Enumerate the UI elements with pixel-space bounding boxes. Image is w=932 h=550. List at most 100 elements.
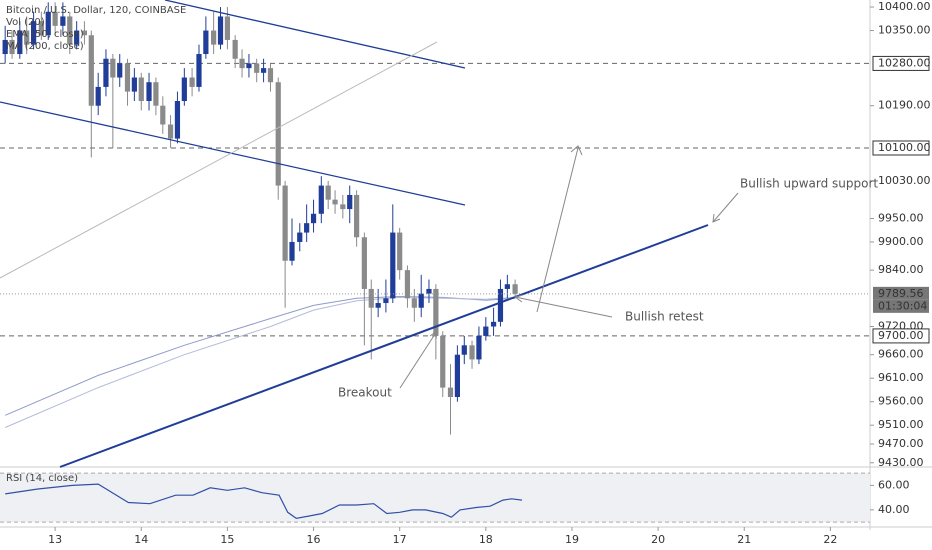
candle-body (239, 58, 245, 69)
candle-body (497, 288, 504, 322)
countdown-label: 01:30:04 (878, 299, 927, 312)
candle-body (30, 21, 37, 45)
y-tick-label: 9660.00 (878, 348, 924, 361)
x-tick-label: 15 (220, 533, 234, 546)
candle-body (181, 77, 187, 102)
countdown-box (873, 299, 929, 313)
arrow (514, 296, 613, 318)
candle-body (254, 63, 260, 73)
trend-line (0, 101, 466, 206)
y-tick-label: 9950.00 (878, 211, 924, 224)
candle-body (189, 77, 195, 87)
x-tick-label: 14 (134, 533, 148, 546)
price-box (872, 55, 930, 71)
candle-body (160, 105, 166, 125)
x-tick-label: 19 (565, 533, 579, 546)
candle-body (38, 21, 44, 36)
moving-average (5, 296, 516, 428)
rsi-band (0, 473, 870, 523)
price-label: 9700.00 (878, 329, 924, 342)
candle-body (275, 82, 281, 186)
drawings (0, 0, 739, 468)
candle-body (81, 30, 88, 36)
candle-body (289, 241, 295, 261)
candle-body (304, 223, 310, 233)
candle-body (260, 68, 267, 73)
candle-body (483, 326, 489, 336)
arrow (399, 330, 438, 389)
y-tick-label: 40.00 (878, 503, 910, 516)
price-label: 10100.00 (878, 141, 931, 154)
arrow-head (570, 145, 583, 156)
candle-body (310, 213, 317, 224)
candle-body (224, 16, 231, 40)
candle-body (60, 16, 66, 26)
support-line (59, 224, 709, 468)
y-tick-label: 10030.00 (878, 174, 931, 187)
candle-body (397, 232, 403, 271)
arrow (712, 192, 739, 223)
candle-body (45, 11, 51, 36)
arrow-head (513, 294, 524, 303)
candle-body (103, 58, 109, 87)
candle-body (174, 101, 181, 139)
candle-body (332, 199, 338, 205)
candle-body (74, 30, 80, 45)
y-tick-label: 60.00 (878, 478, 910, 491)
legend-title: Bitcoin / U.S. Dollar, 120, COINBASE (6, 5, 186, 16)
candle-body (354, 194, 360, 238)
candle-body (340, 204, 346, 210)
candle-body (461, 345, 467, 355)
x-tick-label: 18 (479, 533, 493, 546)
price-label: 10280.00 (878, 56, 931, 69)
candle-body (131, 77, 137, 92)
x-tick-label: 22 (823, 533, 837, 546)
candle-body (95, 86, 101, 106)
candle-body (476, 335, 482, 360)
arrow-head (429, 329, 438, 340)
y-tick-label: 9900.00 (878, 235, 924, 248)
candle-body (17, 30, 23, 55)
x-tick-label: 16 (307, 533, 321, 546)
annotation: Bullish retest (625, 310, 704, 324)
candle-body (347, 194, 353, 210)
candle-body (368, 288, 374, 308)
legend-entry: EMA (50, close) (6, 29, 84, 40)
price-box (872, 328, 930, 344)
legend-entry: MA (200, close) (6, 41, 84, 52)
annotation: Bullish upward support (740, 177, 878, 191)
candle-body (88, 35, 94, 106)
candle-body (454, 354, 460, 397)
candle-body (246, 63, 252, 69)
candle-body (138, 77, 144, 102)
candle-body (110, 58, 116, 78)
last-price-label: 9789.56 (878, 287, 924, 300)
arrow (536, 147, 579, 313)
y-tick-label: 9510.00 (878, 418, 924, 431)
candle-body (67, 16, 73, 45)
candle-body (211, 30, 217, 45)
trend-line (0, 41, 438, 279)
legend-entry: RSI (14, close) (6, 473, 78, 484)
arrow-head (712, 213, 721, 223)
candle-body (504, 284, 510, 289)
annotation: Breakout (338, 386, 392, 400)
candle-body (282, 185, 288, 261)
candle-body (418, 293, 424, 308)
candle-body (217, 16, 224, 45)
x-tick-label: 21 (737, 533, 751, 546)
candle-body (146, 82, 152, 102)
rsi-line (5, 483, 523, 520)
candle-body (469, 345, 475, 360)
price-box (872, 140, 930, 156)
candle-body (24, 30, 30, 45)
x-tick-label: 17 (393, 533, 407, 546)
y-tick-label: 9610.00 (878, 371, 924, 384)
candle-body (267, 68, 274, 83)
candle-body (196, 54, 202, 87)
trend-line (164, 0, 466, 69)
candle-body (203, 30, 209, 55)
y-tick-label: 10400.00 (878, 0, 931, 13)
y-tick-label: 9430.00 (878, 456, 924, 469)
